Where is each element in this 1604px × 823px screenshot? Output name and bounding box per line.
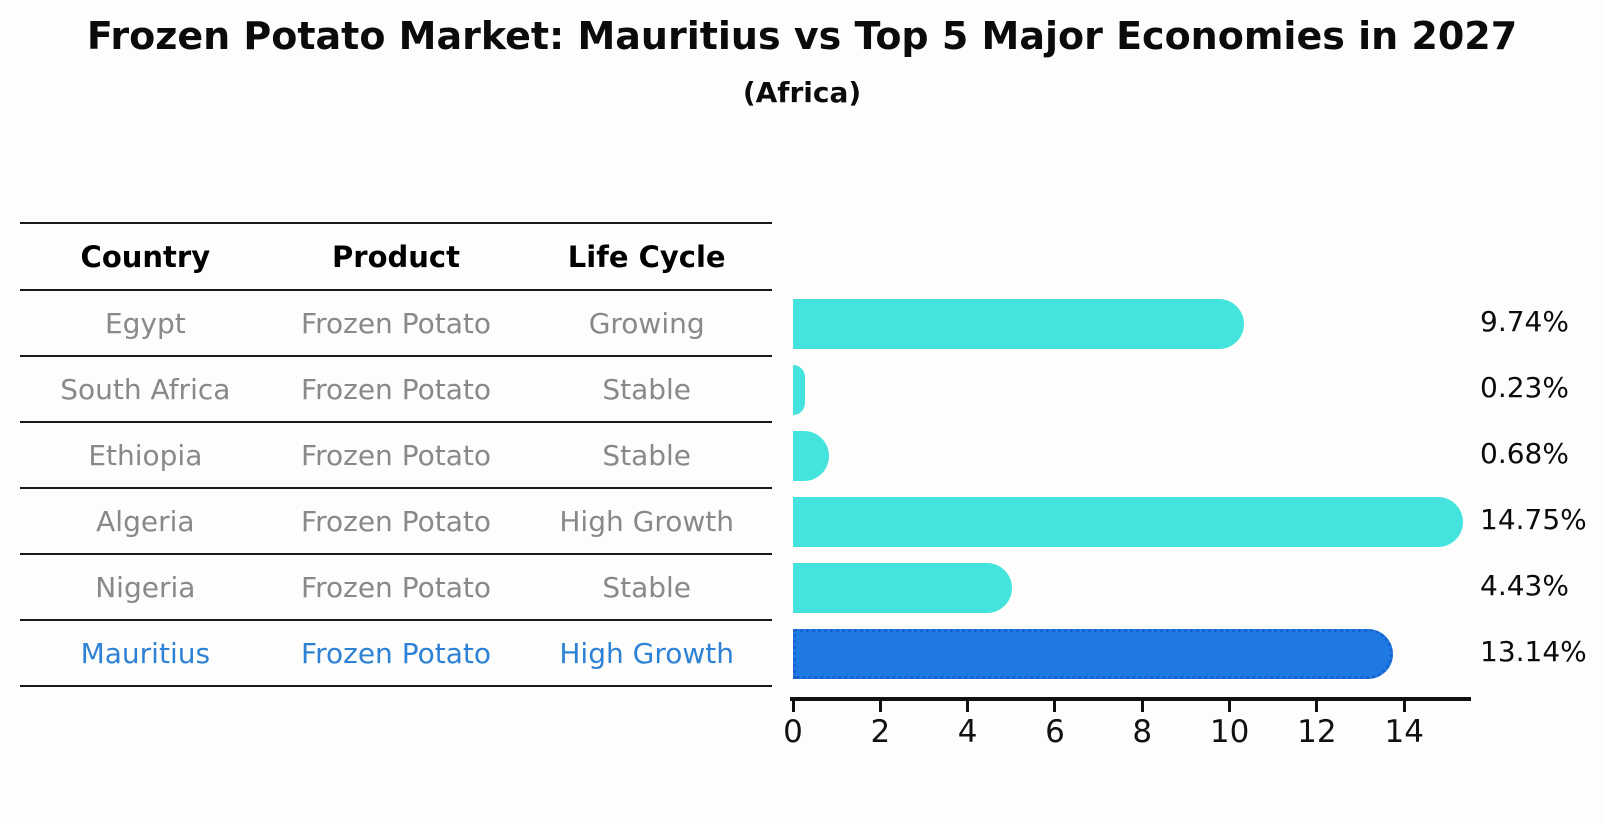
cell-country: Egypt bbox=[104, 306, 186, 340]
table-row: Ethiopia Frozen Potato Stable bbox=[20, 423, 772, 489]
cell-country: South Africa bbox=[60, 372, 231, 406]
x-tick-label: 14 bbox=[1384, 714, 1424, 750]
bar-mauritius bbox=[793, 629, 1393, 679]
value-label: 13.14% bbox=[1480, 635, 1587, 668]
x-tick-label: 8 bbox=[1132, 714, 1153, 750]
table-row: Egypt Frozen Potato Growing bbox=[20, 291, 772, 357]
x-tick-label: 2 bbox=[870, 714, 891, 750]
x-tick bbox=[878, 701, 882, 712]
x-tick-label: 4 bbox=[957, 714, 978, 750]
value-label: 9.74% bbox=[1480, 305, 1569, 338]
cell-life-cycle: High Growth bbox=[559, 504, 734, 538]
table-row: Mauritius Frozen Potato High Growth bbox=[20, 621, 772, 687]
summary-table: Country Product Life Cycle Egypt Frozen P… bbox=[20, 222, 772, 687]
cell-country: Algeria bbox=[96, 504, 195, 538]
bar bbox=[793, 497, 1463, 547]
value-label: 0.68% bbox=[1480, 437, 1569, 470]
table-header-country: Country bbox=[80, 239, 211, 274]
table-row: South Africa Frozen Potato Stable bbox=[20, 357, 772, 423]
bar bbox=[793, 431, 829, 481]
cell-product: Frozen Potato bbox=[301, 372, 491, 406]
cell-country: Ethiopia bbox=[88, 438, 203, 472]
cell-product: Frozen Potato bbox=[301, 306, 491, 340]
x-tick-label: 0 bbox=[783, 714, 803, 750]
x-axis-line bbox=[790, 697, 1471, 701]
cell-product: Frozen Potato bbox=[301, 504, 491, 538]
x-tick-label: 10 bbox=[1209, 714, 1250, 750]
cell-product: Frozen Potato bbox=[301, 570, 491, 604]
table-row: Algeria Frozen Potato High Growth bbox=[20, 489, 772, 555]
x-tick-label: 6 bbox=[1045, 714, 1065, 750]
x-tick bbox=[1053, 701, 1057, 712]
cell-life-cycle: Stable bbox=[602, 570, 692, 604]
bar bbox=[793, 365, 805, 415]
bar bbox=[793, 299, 1244, 349]
x-tick bbox=[966, 701, 970, 712]
cell-country: Mauritius bbox=[80, 636, 211, 670]
x-tick bbox=[1228, 701, 1232, 712]
value-label: 4.43% bbox=[1480, 569, 1569, 602]
bar bbox=[793, 563, 1012, 613]
x-tick bbox=[1140, 701, 1144, 712]
table-header-life-cycle: Life Cycle bbox=[567, 239, 726, 274]
table-header-product: Product bbox=[332, 239, 460, 274]
x-tick bbox=[791, 701, 795, 712]
cell-country: Nigeria bbox=[95, 570, 196, 604]
chart-title: Frozen Potato Market: Mauritius vs Top 5… bbox=[86, 14, 1518, 58]
cell-life-cycle: Stable bbox=[602, 438, 692, 472]
value-label: 14.75% bbox=[1480, 503, 1587, 536]
cell-life-cycle: Growing bbox=[588, 306, 705, 340]
cell-life-cycle: Stable bbox=[602, 372, 692, 406]
x-tick bbox=[1402, 701, 1406, 712]
value-label: 0.23% bbox=[1480, 371, 1569, 404]
table-row: Nigeria Frozen Potato Stable bbox=[20, 555, 772, 621]
x-tick bbox=[1315, 701, 1319, 712]
cell-product: Frozen Potato bbox=[301, 636, 491, 670]
table-header-row: Country Product Life Cycle bbox=[20, 224, 772, 291]
chart-subtitle: (Africa) bbox=[742, 76, 862, 109]
cell-life-cycle: High Growth bbox=[559, 636, 734, 670]
cell-product: Frozen Potato bbox=[301, 438, 491, 472]
x-tick-label: 12 bbox=[1297, 714, 1337, 750]
